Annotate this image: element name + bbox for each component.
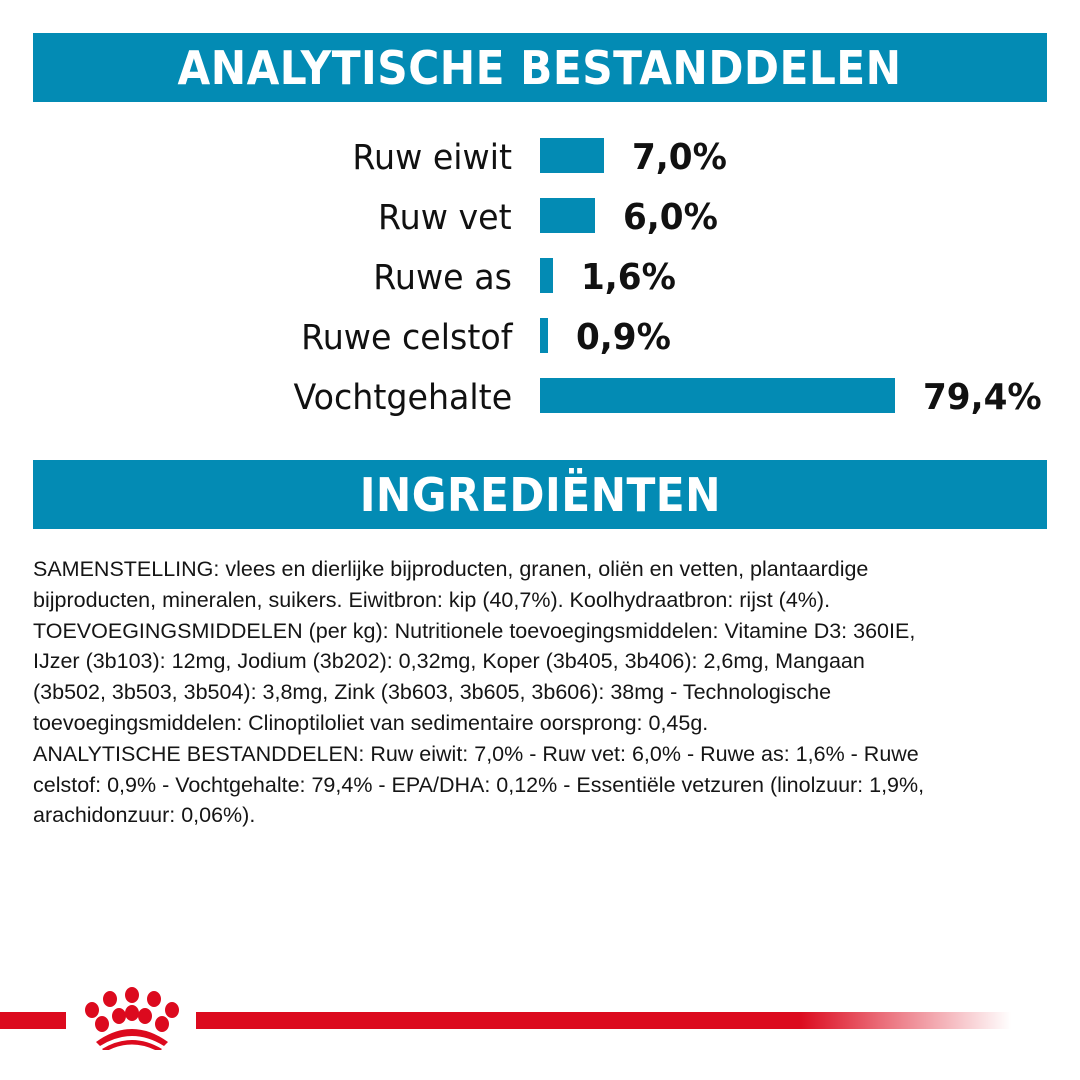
ingredients-text: SAMENSTELLING: vlees en dierlijke bijpro… (33, 554, 1043, 831)
brand-footer-stripe (0, 987, 1080, 1050)
bar-label: Vochtgehalte (293, 378, 512, 418)
chart-row: Ruw eiwit 7,0% (0, 130, 1080, 190)
ingredients-section-header: INGREDIËNTEN (33, 460, 1047, 529)
bar (540, 378, 895, 413)
bar-value: 0,9% (576, 317, 671, 358)
ingredients-line: TOEVOEGINGSMIDDELEN (per kg): Nutritione… (33, 618, 916, 643)
chart-row: Ruwe celstof 0,9% (0, 310, 1080, 370)
ingredients-line: ANALYTISCHE BESTANDDELEN: Ruw eiwit: 7,0… (33, 741, 919, 766)
bar-label: Ruwe as (373, 258, 512, 298)
bar-value: 79,4% (923, 377, 1042, 418)
bar (540, 318, 548, 353)
bar-value: 6,0% (623, 197, 718, 238)
ingredients-line: toevoegingsmiddelen: Clinoptiloliet van … (33, 710, 709, 735)
bar-label: Ruw eiwit (352, 138, 512, 178)
chart-row: Vochtgehalte 79,4% (0, 370, 1080, 430)
analytic-section-title: ANALYTISCHE BESTANDDELEN (177, 40, 903, 95)
red-stripe-right (196, 1012, 1011, 1029)
bar (540, 258, 553, 293)
ingredients-line: (3b502, 3b503, 3b504): 3,8mg, Zink (3b60… (33, 680, 832, 705)
bar-label: Ruw vet (378, 198, 512, 238)
ingredients-section-title: INGREDIËNTEN (359, 467, 721, 522)
ingredients-line: bijproducten, mineralen, suikers. Eiwitb… (33, 587, 831, 612)
ingredients-line: arachidonzuur: 0,06%). (33, 803, 256, 828)
ingredients-line: IJzer (3b103): 12mg, Jodium (3b202): 0,3… (33, 649, 865, 674)
chart-row: Ruwe as 1,6% (0, 250, 1080, 310)
ingredients-line: celstof: 0,9% - Vochtgehalte: 79,4% - EP… (33, 772, 925, 797)
analytic-section-header: ANALYTISCHE BESTANDDELEN (33, 33, 1047, 102)
ingredients-line: SAMENSTELLING: vlees en dierlijke bijpro… (33, 557, 869, 581)
bar (540, 198, 595, 233)
bar-value: 1,6% (581, 257, 676, 298)
bar-label: Ruwe celstof (300, 318, 512, 358)
bar (540, 138, 604, 173)
bar-value: 7,0% (632, 137, 727, 178)
red-stripe-left (0, 1012, 66, 1029)
crown-logo-icon (85, 987, 179, 1050)
chart-row: Ruw vet 6,0% (0, 190, 1080, 250)
